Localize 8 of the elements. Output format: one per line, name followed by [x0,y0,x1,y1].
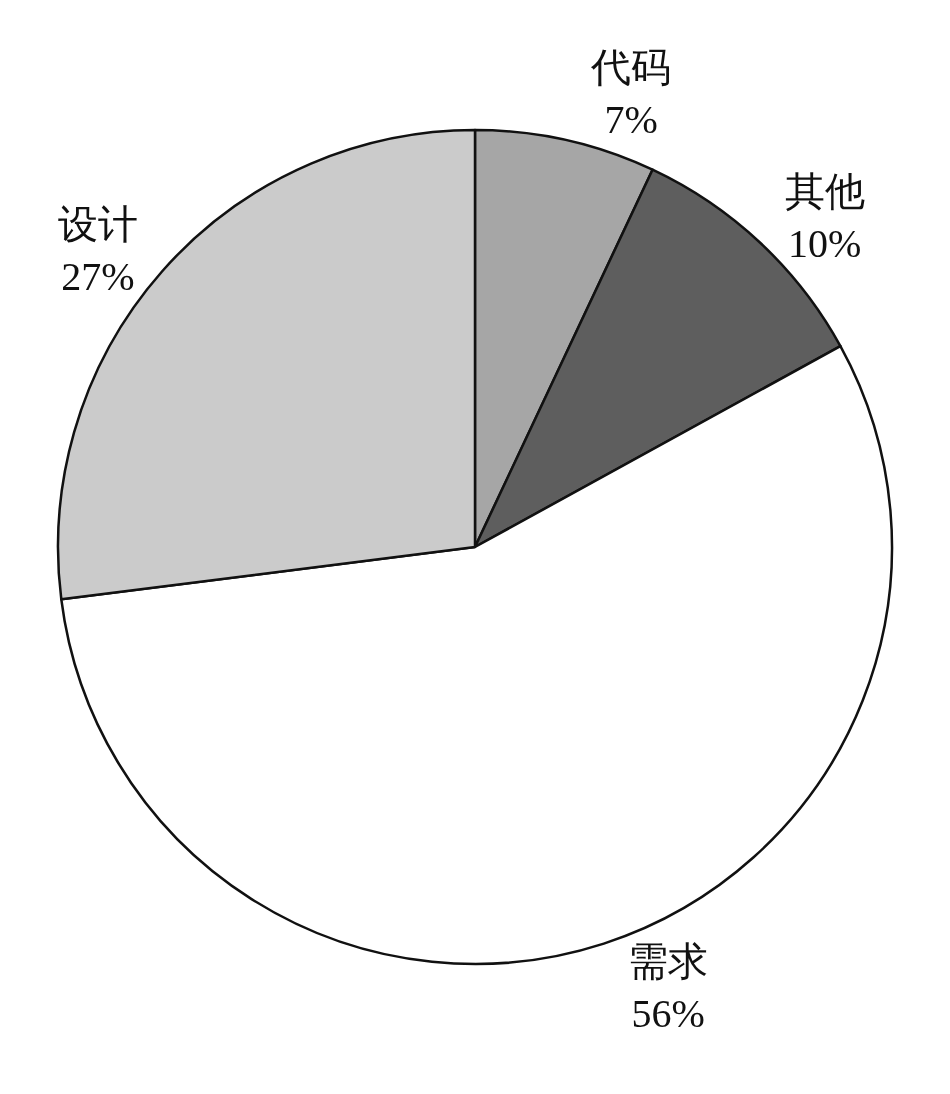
slice-label: 其他 [784,168,865,214]
slice-label: 代码 [590,45,672,91]
slice-label: 需求 [628,938,709,984]
slice-label: 设计 [57,201,138,247]
data-label: 56% [631,990,705,1036]
data-label: 7% [604,97,658,143]
data-label: 10% [788,220,862,266]
data-label: 27% [61,253,135,299]
